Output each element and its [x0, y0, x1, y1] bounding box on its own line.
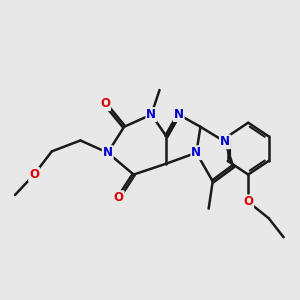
- Text: O: O: [243, 195, 253, 208]
- Text: O: O: [114, 191, 124, 204]
- Text: N: N: [174, 108, 184, 121]
- Text: O: O: [29, 168, 39, 181]
- Text: N: N: [103, 146, 113, 159]
- Text: N: N: [220, 135, 230, 148]
- Text: N: N: [146, 108, 156, 121]
- Text: N: N: [191, 146, 201, 159]
- Text: O: O: [100, 97, 110, 110]
